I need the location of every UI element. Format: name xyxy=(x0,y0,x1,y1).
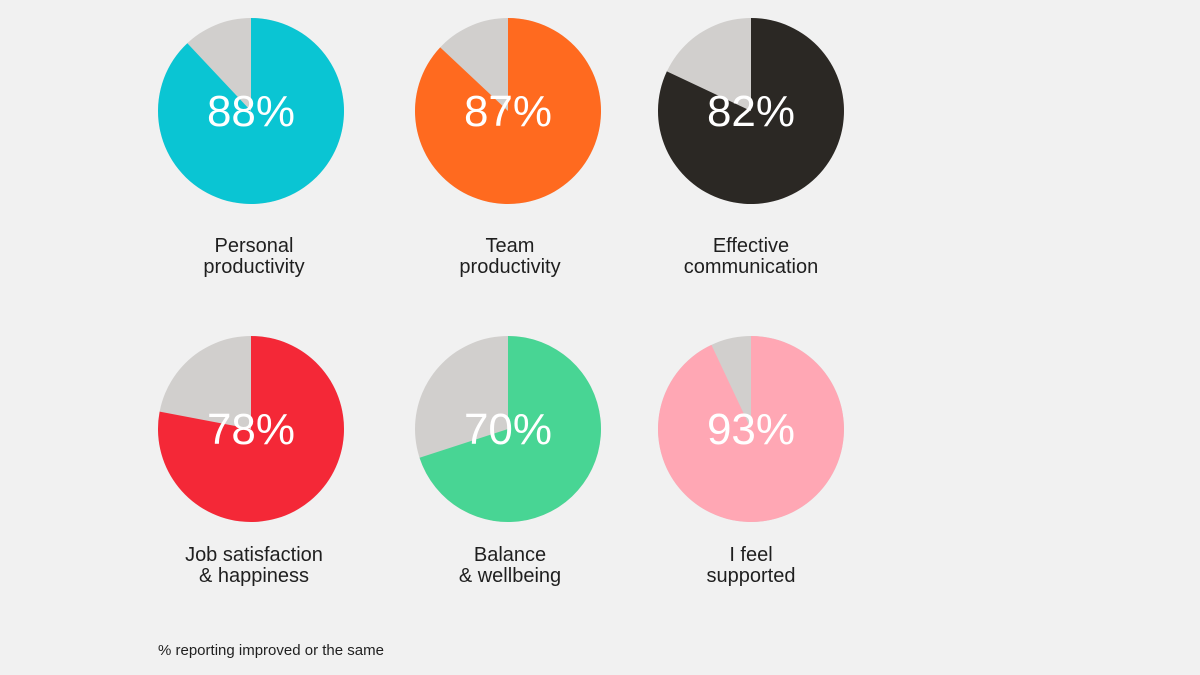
pie-label-2: Team productivity xyxy=(390,236,630,278)
pie-4-value-slice xyxy=(158,336,345,522)
pie-2-value-label: 87% xyxy=(464,87,552,136)
pie-label-3-line2: communication xyxy=(683,256,819,278)
pie-label-1-line2: productivity xyxy=(203,256,305,278)
pie-label-6-line2: supported xyxy=(706,565,796,587)
pie-6-value-slice xyxy=(657,336,844,522)
pie-3-value-slice xyxy=(657,18,844,205)
pie-label-4: Job satisfaction & happiness xyxy=(134,545,374,587)
pie-label-2-line1: Team xyxy=(485,235,535,257)
pie-6: 93% xyxy=(657,336,844,522)
pie-1-value-slice xyxy=(158,18,345,204)
pie-label-4-line1: Job satisfaction xyxy=(185,544,323,566)
pie-4: 78% xyxy=(158,336,345,522)
footnote: % reporting improved or the same xyxy=(158,642,384,659)
pie-label-4-line2: & happiness xyxy=(198,565,310,587)
pie-label-1-line1: Personal xyxy=(214,235,294,257)
pie-label-1: Personal productivity xyxy=(134,236,374,278)
pie-1-value-label: 88% xyxy=(207,87,295,136)
pie-1: 88% xyxy=(158,18,345,204)
pie-3: 82% xyxy=(657,18,844,205)
pie-label-5-line1: Balance xyxy=(473,544,547,566)
pie-label-3-line1: Effective xyxy=(712,235,790,257)
pie-5: 70% xyxy=(415,336,601,522)
pie-label-5: Balance & wellbeing xyxy=(390,545,630,587)
pie-5-value-label: 70% xyxy=(464,405,552,454)
pie-2: 87% xyxy=(415,18,602,204)
pie-3-value-label: 82% xyxy=(707,87,795,136)
pie-label-5-line2: & wellbeing xyxy=(458,565,562,587)
pie-label-6: I feel supported xyxy=(631,545,871,587)
pie-5-value-slice xyxy=(419,336,601,522)
pie-label-2-line2: productivity xyxy=(459,256,561,278)
pie-4-value-label: 78% xyxy=(207,405,295,454)
pie-2-value-slice xyxy=(415,18,602,204)
pie-label-6-line1: I feel xyxy=(729,544,773,566)
pie-label-3: Effective communication xyxy=(631,236,871,278)
pie-6-value-label: 93% xyxy=(707,405,795,454)
